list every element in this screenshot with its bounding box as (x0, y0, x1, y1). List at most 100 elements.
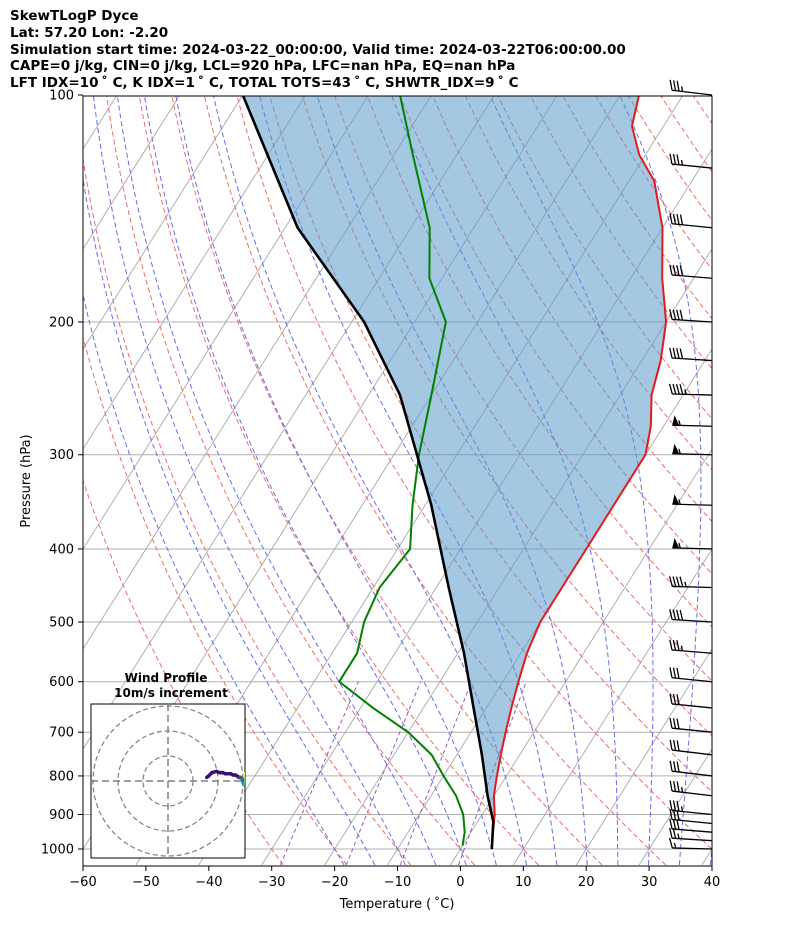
barb-flag (672, 667, 677, 679)
barb-staff (672, 837, 713, 842)
y-tick-label: 500 (49, 616, 74, 631)
barb-staff (671, 274, 713, 279)
y-tick-label: 400 (49, 542, 74, 557)
barb-flag (672, 693, 677, 705)
barb-flag (669, 79, 673, 91)
barb-flag (669, 609, 673, 620)
barb-flag (676, 800, 680, 812)
barb-staff (671, 703, 713, 709)
barb-flag (679, 384, 684, 395)
isotherm-line (575, 648, 712, 866)
barb-flag (676, 718, 680, 730)
barb-flag (672, 828, 677, 839)
dry-adiabat (758, 95, 794, 865)
barb-flag (679, 576, 684, 587)
barb-flag (675, 383, 680, 395)
barb-flag (668, 383, 673, 395)
barb-flag (676, 154, 680, 165)
y-tick-label: 900 (49, 808, 74, 823)
barb-flag (676, 609, 680, 621)
barb-flag (673, 761, 677, 772)
x-tick-label: 30 (641, 875, 658, 890)
barb-flag (679, 309, 684, 321)
barb-staff (671, 163, 713, 169)
mixing-ratio-line (345, 681, 422, 866)
time-line: Simulation start time: 2024-03-22_00:00:… (10, 41, 626, 58)
dry-adiabat (726, 95, 794, 865)
barb-staff (672, 847, 713, 850)
barb-flag (672, 800, 677, 811)
barb-flag (679, 265, 684, 276)
wind-barb (669, 309, 713, 323)
mixing-ratio-line (280, 681, 359, 866)
data-lines (241, 96, 668, 850)
barb-pennant (672, 538, 680, 549)
y-tick-label: 100 (49, 89, 74, 104)
wind-barb (669, 79, 713, 96)
wind-barb (669, 827, 713, 842)
dewpoint-line (337, 96, 466, 846)
parcel-line (241, 96, 495, 850)
cape-line: CAPE=0 j/kg, CIN=0 j/kg, LCL=920 hPa, LF… (10, 58, 516, 75)
barb-flag (673, 781, 677, 792)
barb-flag (679, 214, 684, 225)
barb-flag (676, 694, 680, 705)
wind-barb (669, 609, 713, 623)
barb-half-flag (680, 787, 684, 793)
x-tick-label: 0 (456, 875, 464, 890)
moist-adiabat (709, 844, 712, 866)
barb-flag (672, 153, 677, 165)
barb-pennant (672, 415, 680, 426)
barb-flag (676, 740, 680, 752)
barb-flag (672, 818, 677, 830)
barb-staff (671, 770, 713, 777)
barb-half-flag (680, 806, 684, 812)
moist-adiabat (116, 96, 437, 866)
isotherm-line (512, 548, 712, 866)
x-tick-label: 20 (578, 875, 595, 890)
barb-flag (669, 818, 673, 830)
barb-staff (671, 749, 713, 756)
dry-adiabat (171, 96, 603, 866)
barb-flag (669, 309, 673, 320)
barb-flag (668, 837, 673, 849)
x-tick-label: −60 (69, 875, 96, 890)
axes: −60 −50 −40 −30 −20 −10 0 10 20 30 40 1000 900 800 700… (41, 89, 720, 891)
y-tick-label: 200 (49, 315, 74, 330)
wind-barb (669, 693, 713, 709)
wind-barb (672, 538, 713, 550)
wind-barb (669, 639, 713, 654)
x-tick-label: −50 (132, 875, 159, 890)
barb-flag (676, 761, 680, 773)
isotherm-line (83, 96, 180, 250)
wind-barb (669, 264, 713, 279)
barb-staff (671, 790, 713, 797)
barb-staff (672, 547, 713, 550)
barb-flag (669, 667, 673, 678)
barb-flag (672, 576, 677, 587)
x-tick-label: 10 (515, 875, 532, 890)
barb-flag (669, 827, 673, 839)
x-tick-label: −40 (195, 875, 222, 890)
barb-flag (679, 609, 684, 621)
isotherm-line (83, 96, 306, 450)
barb-flag (669, 693, 673, 705)
barb-half-flag (680, 645, 684, 651)
barb-staff (671, 828, 713, 833)
barb-flag (676, 265, 680, 276)
barb-half-flag (684, 389, 687, 395)
barb-flag (669, 780, 673, 792)
x-tick-label: 40 (704, 875, 721, 890)
wind-barb (669, 213, 713, 229)
wind-profile-inset: Wind Profile 10m/s increment (90, 671, 246, 859)
barb-flag (676, 309, 680, 321)
barb-staff (672, 453, 713, 456)
barb-flag (669, 717, 673, 729)
isotherm-line (701, 848, 712, 866)
x-tick-label: −10 (384, 875, 411, 890)
moist-adiabat (213, 96, 527, 866)
isotherm-line (450, 448, 712, 866)
y-tick-label: 700 (49, 726, 74, 741)
barb-flag (669, 264, 673, 276)
y-tick-label: 300 (49, 448, 74, 463)
